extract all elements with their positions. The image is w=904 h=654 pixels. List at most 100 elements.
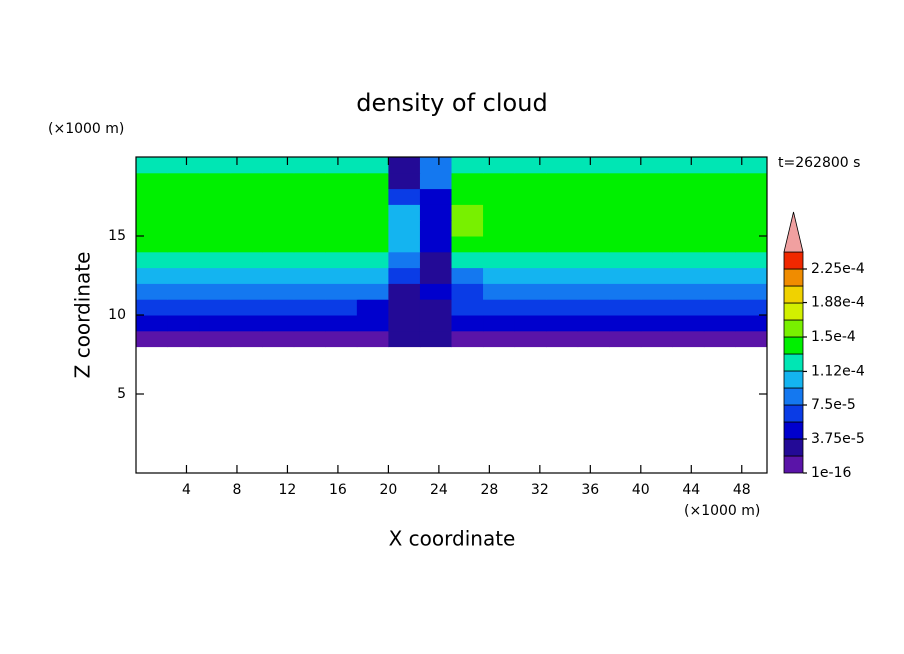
contour-cell — [167, 251, 200, 269]
contour-cell — [640, 172, 673, 190]
contour-cell — [199, 236, 232, 253]
colorbar-box — [783, 404, 804, 423]
contour-cell — [136, 267, 169, 284]
contour-cell — [672, 172, 705, 190]
contour-cell — [325, 172, 358, 190]
contour-cell — [293, 220, 326, 237]
contour-cell — [703, 299, 736, 316]
contour-cell — [609, 204, 642, 221]
contour-cell — [609, 251, 642, 269]
colorbar-box — [783, 302, 804, 321]
x-tick-label: 20 — [379, 482, 397, 498]
contour-cell — [514, 315, 547, 332]
chart-title: density of cloud — [356, 89, 547, 117]
contour-cell — [483, 299, 516, 316]
contour-cell — [451, 188, 484, 205]
contour-cell — [388, 330, 421, 348]
contour-cell — [293, 267, 326, 284]
contour-cell — [451, 220, 484, 237]
x-tick-label: 8 — [232, 482, 241, 498]
contour-cell — [609, 299, 642, 316]
contour-cell — [514, 172, 547, 190]
y-tick-label: 10 — [108, 307, 126, 323]
colorbar-label: 7.5e-5 — [811, 397, 856, 413]
contour-cell — [419, 330, 452, 348]
contour-cell — [419, 283, 452, 300]
contour-cell — [356, 283, 389, 300]
contour-cell — [230, 157, 263, 174]
contour-cell — [136, 188, 169, 205]
contour-cell — [388, 267, 421, 284]
contour-cell — [735, 188, 768, 205]
contour-cell — [388, 315, 421, 332]
contour-cell — [672, 204, 705, 221]
contour-cell — [735, 283, 768, 300]
contour-cell — [483, 172, 516, 190]
colorbar-box — [783, 268, 804, 287]
contour-cell — [230, 315, 263, 332]
contour-cell — [167, 315, 200, 332]
contour-cell — [388, 157, 421, 174]
contour-cell — [672, 251, 705, 269]
contour-cell — [577, 267, 610, 284]
contour-cell — [167, 299, 200, 316]
contour-cell — [735, 267, 768, 284]
contour-cell — [514, 188, 547, 205]
contour-cell — [609, 157, 642, 174]
contour-cell — [735, 236, 768, 253]
contour-cell — [136, 157, 169, 174]
contour-cell — [230, 267, 263, 284]
contour-cell — [230, 283, 263, 300]
contour-cell — [230, 204, 263, 221]
contour-cell — [388, 283, 421, 300]
contour-cell — [483, 315, 516, 332]
contour-cell — [419, 220, 452, 237]
contour-cell — [577, 172, 610, 190]
contour-cell — [703, 188, 736, 205]
contour-cell — [419, 267, 452, 284]
contour-cell — [577, 283, 610, 300]
contour-cell — [325, 157, 358, 174]
contour-cell — [609, 220, 642, 237]
contour-cell — [451, 299, 484, 316]
colorbar-box — [783, 285, 804, 304]
contour-cell — [419, 157, 452, 174]
contour-cell — [451, 172, 484, 190]
contour-cell — [356, 236, 389, 253]
contour-cell — [546, 283, 579, 300]
contour-cell — [230, 172, 263, 190]
contour-cell — [167, 220, 200, 237]
contour-cell — [293, 172, 326, 190]
contour-cell — [451, 267, 484, 284]
colorbar-box — [783, 319, 804, 338]
contour-cell — [546, 236, 579, 253]
contour-cell — [199, 251, 232, 269]
contour-cell — [609, 236, 642, 253]
contour-cell — [136, 330, 169, 348]
contour-cell — [262, 330, 295, 348]
contour-cell — [136, 172, 169, 190]
contour-cell — [325, 267, 358, 284]
contour-cell — [451, 330, 484, 348]
contour-cell — [136, 299, 169, 316]
contour-cell — [483, 251, 516, 269]
contour-cell — [640, 330, 673, 348]
contour-cell — [703, 283, 736, 300]
contour-cell — [293, 188, 326, 205]
contour-cell — [514, 236, 547, 253]
contour-cell — [230, 188, 263, 205]
contour-cell — [672, 315, 705, 332]
contour-cell — [577, 188, 610, 205]
y-tick-label: 15 — [108, 228, 126, 244]
contour-cell — [514, 220, 547, 237]
x-tick-label: 36 — [581, 482, 599, 498]
contour-cell — [356, 157, 389, 174]
contour-cell — [325, 330, 358, 348]
contour-cell — [325, 236, 358, 253]
contour-cell — [167, 283, 200, 300]
contour-cell — [451, 283, 484, 300]
contour-cell — [167, 157, 200, 174]
contour-cell — [199, 267, 232, 284]
contour-cell — [325, 220, 358, 237]
contour-cell — [167, 267, 200, 284]
